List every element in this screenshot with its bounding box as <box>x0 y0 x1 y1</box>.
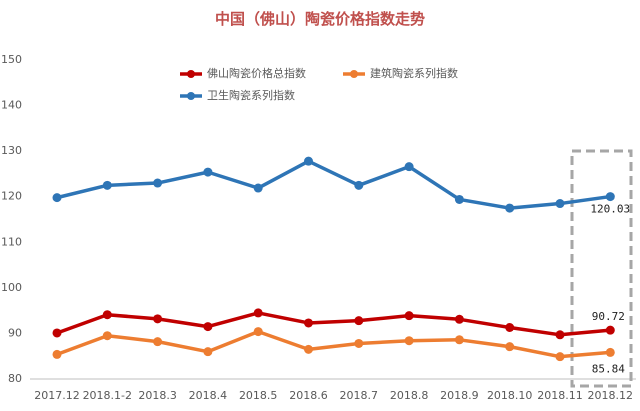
point <box>203 167 213 177</box>
point <box>52 193 62 203</box>
point <box>354 338 364 348</box>
legend-label: 卫生陶瓷系列指数 <box>207 88 295 102</box>
point <box>454 314 464 324</box>
point <box>354 316 364 326</box>
point <box>605 325 615 335</box>
legend-label: 佛山陶瓷价格总指数 <box>207 66 306 80</box>
y-tick-label: 110 <box>1 235 22 248</box>
x-tick-label: 2018.11 <box>537 389 583 402</box>
y-tick-label: 140 <box>1 99 22 112</box>
legend-marker <box>350 70 358 78</box>
point <box>102 180 112 190</box>
point <box>555 330 565 340</box>
y-tick-label: 100 <box>1 281 22 294</box>
point <box>52 328 62 338</box>
x-tick-label: 2018.12 <box>588 389 634 402</box>
point <box>153 178 163 188</box>
x-tick-label: 2018.5 <box>239 389 278 402</box>
series-line <box>56 311 611 337</box>
x-tick-label: 2018.7 <box>340 389 379 402</box>
point <box>153 314 163 324</box>
point <box>404 162 414 172</box>
point <box>203 347 213 357</box>
point <box>605 192 615 202</box>
point <box>253 308 263 318</box>
point <box>555 199 565 209</box>
point <box>404 336 414 346</box>
y-tick-label: 80 <box>8 372 22 385</box>
x-tick-label: 2018.1-2 <box>83 389 132 402</box>
series-line <box>56 159 611 210</box>
point <box>304 156 313 166</box>
x-tick-label: 2018.9 <box>440 389 479 402</box>
point <box>304 344 313 354</box>
highlight-box <box>570 149 633 388</box>
point <box>454 194 464 204</box>
data-label: 90.72 <box>592 310 625 323</box>
x-tick-label: 2018.4 <box>189 389 228 402</box>
x-tick-label: 2018.10 <box>487 389 533 402</box>
y-tick-label: 130 <box>1 144 22 157</box>
point <box>605 347 615 357</box>
point <box>505 323 515 333</box>
data-label: 85.84 <box>592 362 625 375</box>
point <box>102 331 112 341</box>
point <box>354 180 364 190</box>
point <box>505 342 515 352</box>
point <box>153 337 163 347</box>
legend-marker <box>187 92 195 100</box>
legend-marker <box>187 70 195 78</box>
y-tick-label: 90 <box>8 326 22 339</box>
point <box>253 183 263 193</box>
x-tick-label: 2018.3 <box>138 389 177 402</box>
point <box>505 203 515 213</box>
point <box>454 335 464 345</box>
legend-label: 建筑陶瓷系列指数 <box>370 66 458 80</box>
x-tick-label: 2017.12 <box>34 389 80 402</box>
y-tick-label: 150 <box>1 53 22 66</box>
point <box>52 349 62 359</box>
point <box>102 310 112 320</box>
data-label: 120.03 <box>590 203 630 216</box>
point <box>404 311 414 321</box>
y-tick-label: 120 <box>1 190 22 203</box>
chart-title: 中国（佛山）陶瓷价格指数走势 <box>215 10 425 28</box>
point <box>555 352 565 362</box>
x-tick-label: 2018.8 <box>390 389 429 402</box>
point <box>203 322 213 332</box>
x-tick-label: 2018.6 <box>289 389 328 402</box>
point <box>253 327 263 337</box>
series-line <box>56 329 611 359</box>
point <box>304 318 313 328</box>
